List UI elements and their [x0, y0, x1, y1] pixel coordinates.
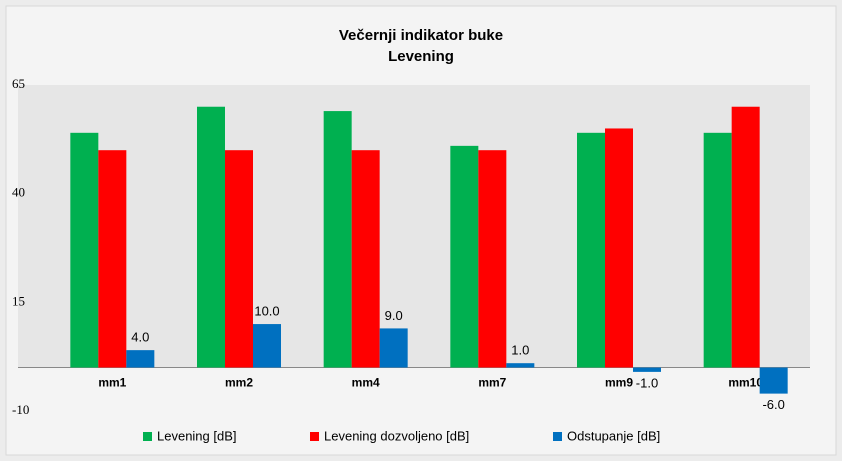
bar	[605, 128, 633, 368]
data-label: 10.0	[254, 304, 279, 319]
bar	[351, 150, 380, 368]
bar	[731, 106, 760, 368]
x-tick-label: mm1	[98, 376, 126, 390]
legend-swatch	[553, 432, 562, 441]
x-tick-label: mm7	[478, 376, 506, 390]
bar	[323, 111, 352, 368]
legend-label: Levening [dB]	[157, 428, 237, 443]
x-tick-label: mm10	[728, 376, 763, 390]
bar	[478, 150, 507, 368]
x-tick-label: mm9	[605, 376, 633, 390]
y-tick-label: -10	[12, 402, 29, 417]
bar	[633, 367, 661, 372]
x-tick-label: mm4	[352, 376, 380, 390]
legend-swatch	[143, 432, 152, 441]
bar	[197, 106, 225, 368]
chart-title: Večernji indikator buke	[339, 27, 503, 44]
chart-subtitle: Levening	[388, 48, 454, 65]
bar	[253, 324, 281, 368]
data-label: 4.0	[131, 330, 149, 345]
bar	[98, 150, 127, 368]
legend-label: Levening dozvoljeno [dB]	[324, 428, 469, 443]
data-label: 9.0	[385, 308, 403, 323]
x-tick-label: mm2	[225, 376, 253, 390]
bar	[759, 367, 788, 394]
data-label: -1.0	[636, 375, 658, 390]
plot-area	[18, 85, 810, 368]
y-tick-label: 65	[12, 76, 25, 91]
bar	[70, 132, 99, 368]
legend-swatch	[310, 432, 319, 441]
bar	[506, 363, 535, 368]
legend-label: Odstupanje [dB]	[567, 428, 660, 443]
bar	[450, 145, 479, 368]
bar	[126, 350, 155, 368]
bar	[379, 328, 408, 368]
bar	[577, 132, 605, 368]
bar	[703, 132, 732, 368]
data-label: 1.0	[511, 343, 529, 358]
y-tick-label: 15	[12, 293, 25, 308]
y-tick-label: 40	[12, 185, 25, 200]
data-label: -6.0	[762, 397, 784, 412]
bar	[225, 150, 253, 368]
